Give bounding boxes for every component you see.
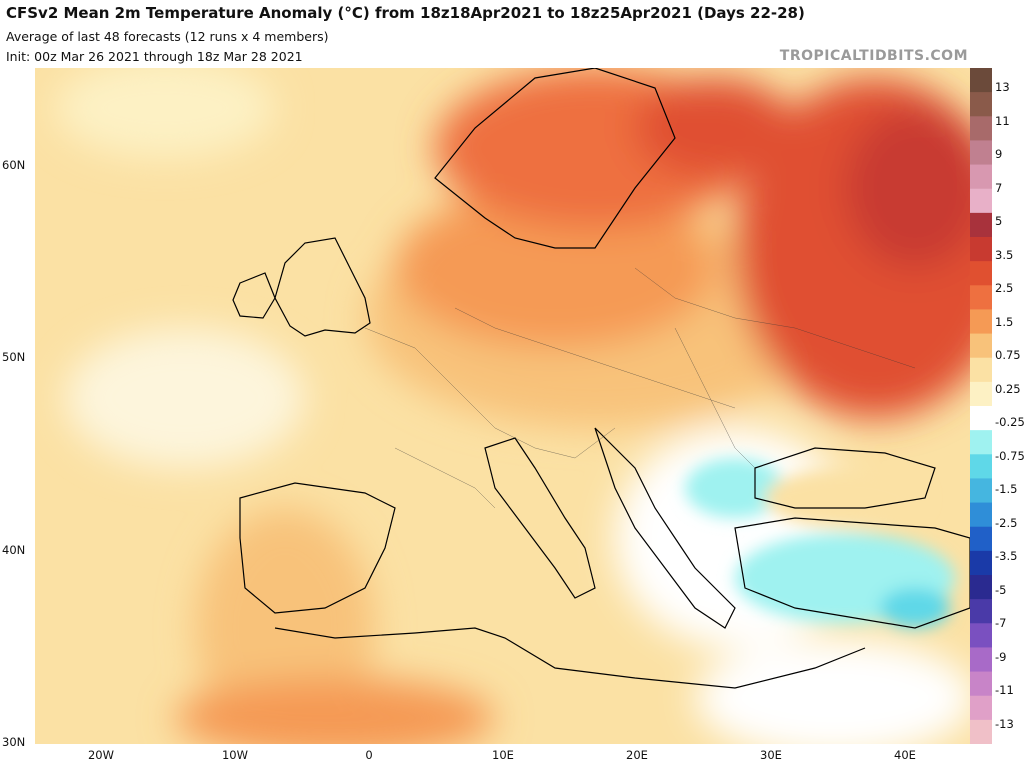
colorbar-swatch bbox=[970, 309, 992, 335]
colorbar-label: 9 bbox=[995, 147, 1003, 161]
north-africa-coast bbox=[274, 627, 866, 689]
ireland-coast bbox=[232, 272, 276, 319]
british-isles-coast bbox=[274, 237, 371, 337]
colorbar-label: 3.5 bbox=[995, 247, 1014, 262]
turkey-cool-core bbox=[880, 588, 950, 628]
colorbar-swatch bbox=[970, 623, 992, 648]
colorbar-label: -5 bbox=[995, 582, 1007, 597]
colorbar-swatch bbox=[970, 164, 992, 190]
colorbar-label: 13 bbox=[995, 80, 1010, 94]
colorbar-label: -1.5 bbox=[995, 482, 1018, 496]
colorbar-swatch bbox=[970, 502, 992, 528]
colorbar-swatch bbox=[970, 695, 992, 721]
lat-label-50n: 50N bbox=[2, 350, 26, 364]
header: CFSv2 Mean 2m Temperature Anomaly (°C) f… bbox=[6, 2, 1016, 66]
black-sea-coast bbox=[754, 447, 936, 509]
colorbar-swatch bbox=[970, 68, 992, 93]
lon-label-40e: 40E bbox=[894, 748, 916, 762]
colorbar-label: 5 bbox=[995, 214, 1003, 228]
colorbar-swatch bbox=[970, 526, 992, 552]
balkans-coast bbox=[594, 427, 736, 629]
lon-label-30e: 30E bbox=[760, 748, 782, 762]
colorbar-swatch bbox=[970, 92, 992, 117]
atlantic-north-pale bbox=[55, 68, 275, 158]
north-africa-warm bbox=[175, 678, 495, 744]
colorbar-swatch bbox=[970, 381, 992, 407]
colorbar-swatch bbox=[970, 357, 992, 383]
central-europe-warm-2 bbox=[395, 188, 715, 348]
colorbar-label: -13 bbox=[995, 716, 1014, 731]
lon-label-20e: 20E bbox=[626, 748, 648, 762]
romania-cool bbox=[685, 458, 785, 518]
colorbar-swatch bbox=[970, 237, 992, 262]
lon-label-20w: 20W bbox=[87, 748, 115, 762]
colorbar-label: -7 bbox=[995, 616, 1007, 630]
scandinavia-coast bbox=[434, 68, 676, 249]
map-title: CFSv2 Mean 2m Temperature Anomaly (°C) f… bbox=[6, 4, 805, 22]
map-subtitle-init: Init: 00z Mar 26 2021 through 18z Mar 28… bbox=[6, 49, 303, 64]
brand-watermark: TROPICALTIDBITS.COM bbox=[779, 48, 968, 64]
colorbar-swatch bbox=[970, 285, 992, 310]
colorbar-swatch bbox=[970, 212, 992, 238]
colorbar-label: 7 bbox=[995, 180, 1003, 195]
colorbar-swatch bbox=[970, 478, 992, 504]
colorbar-label: -0.75 bbox=[995, 448, 1024, 463]
colorbar-label: 0.25 bbox=[995, 381, 1021, 396]
colorbar-label: -9 bbox=[995, 649, 1007, 664]
colorbar-label: 11 bbox=[995, 113, 1010, 128]
italy-coast bbox=[484, 437, 596, 599]
lat-label-30n: 30N bbox=[2, 735, 26, 749]
colorbar-swatch bbox=[970, 261, 992, 286]
colorbar-swatch bbox=[970, 430, 992, 455]
lon-label-0: 0 bbox=[365, 748, 373, 762]
colorbar-swatch bbox=[970, 140, 992, 166]
lat-label-40n: 40N bbox=[2, 543, 26, 557]
colorbar bbox=[970, 68, 992, 744]
colorbar-swatch bbox=[970, 406, 992, 431]
colorbar-swatch bbox=[970, 454, 992, 479]
lon-label-10e: 10E bbox=[492, 748, 514, 762]
map-subtitle-average: Average of last 48 forecasts (12 runs x … bbox=[6, 29, 329, 44]
colorbar-swatch bbox=[970, 550, 992, 576]
lon-label-10w: 10W bbox=[221, 748, 249, 762]
colorbar-label: -3.5 bbox=[995, 549, 1018, 563]
colorbar-swatch bbox=[970, 719, 992, 744]
colorbar-label: -11 bbox=[995, 683, 1014, 697]
colorbar-swatch bbox=[970, 116, 992, 141]
colorbar-swatch bbox=[970, 575, 992, 600]
turkey-coast bbox=[734, 517, 970, 629]
levant-neutral bbox=[695, 638, 970, 744]
colorbar-label: 0.75 bbox=[995, 348, 1021, 362]
colorbar-swatch bbox=[970, 333, 992, 359]
lat-label-60n: 60N bbox=[2, 158, 26, 172]
iberia-coast bbox=[239, 482, 396, 614]
colorbar-label: -2.5 bbox=[995, 515, 1018, 530]
colorbar-swatch bbox=[970, 647, 992, 673]
colorbar-label: -0.25 bbox=[995, 415, 1024, 429]
colorbar-swatch bbox=[970, 599, 992, 624]
colorbar-label: 2.5 bbox=[995, 281, 1014, 295]
anomaly-map bbox=[35, 68, 970, 744]
country-borders bbox=[364, 267, 916, 509]
colorbar-swatch bbox=[970, 671, 992, 697]
russia-hot bbox=[845, 108, 970, 268]
finland-warm bbox=[635, 78, 795, 178]
colorbar-label: 1.5 bbox=[995, 314, 1014, 329]
black-sea-mild bbox=[765, 468, 925, 528]
coastlines bbox=[232, 68, 970, 689]
colorbar-swatch bbox=[970, 188, 992, 214]
atlantic-pale-area bbox=[65, 328, 305, 468]
